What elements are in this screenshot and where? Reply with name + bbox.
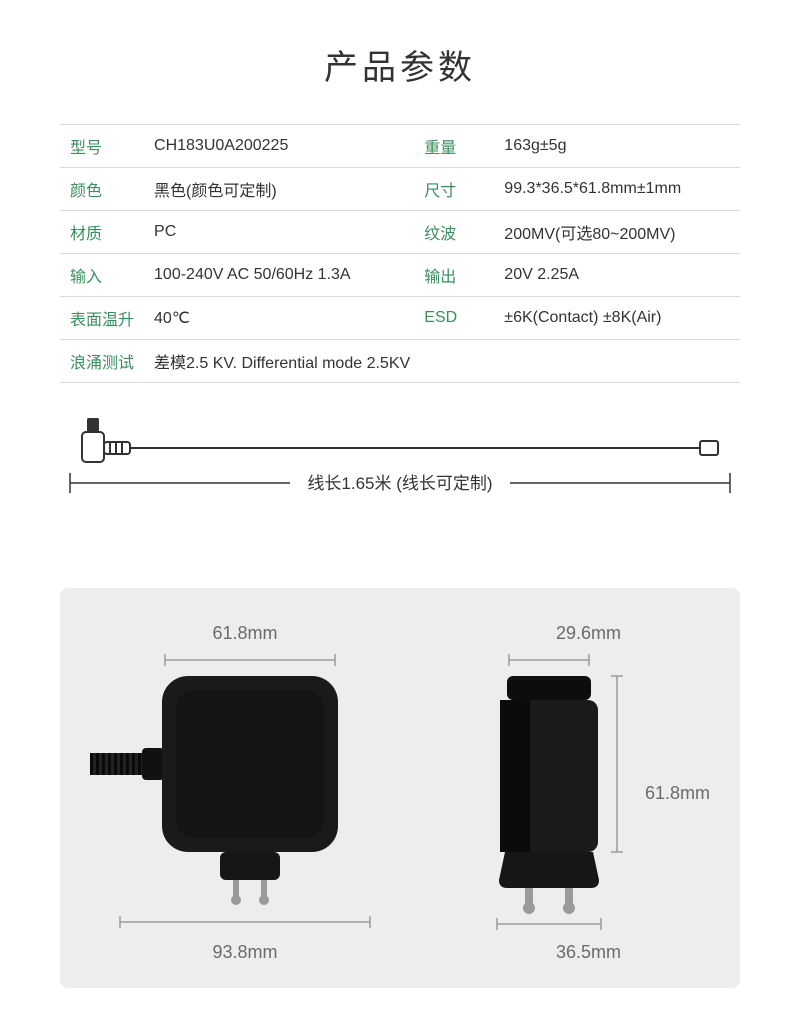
side-view-column: 29.6mm [467,623,710,963]
cable-diagram: 线长1.65米 (线长可定制) [60,418,740,548]
spec-value: CH183U0A200225 [144,125,414,168]
table-row: 输入 100-240V AC 50/60Hz 1.3A 输出 20V 2.25A [60,254,740,297]
spec-label: 颜色 [60,168,144,211]
spec-value: 20V 2.25A [494,254,740,297]
spec-label: 浪涌测试 [60,340,144,383]
front-view-column: 61.8mm [90,623,400,963]
photo-panel: 61.8mm [60,588,740,988]
spec-value: 163g±5g [494,125,740,168]
spec-value: 200MV(可选80~200MV) [494,211,740,254]
cable-svg: 线长1.65米 (线长可定制) [60,418,740,548]
spec-label: 重量 [414,125,494,168]
page-title: 产品参数 [60,40,740,89]
spec-label: 材质 [60,211,144,254]
spec-value: 黑色(颜色可定制) [144,168,414,211]
dim-top-side: 29.6mm [556,623,621,644]
side-adapter-svg [467,648,637,938]
spec-label: 表面温升 [60,297,144,340]
dim-right-side: 61.8mm [645,783,710,804]
spec-value: 100-240V AC 50/60Hz 1.3A [144,254,414,297]
spec-table: 型号 CH183U0A200225 重量 163g±5g 颜色 黑色(颜色可定制… [60,124,740,383]
table-row: 颜色 黑色(颜色可定制) 尺寸 99.3*36.5*61.8mm±1mm [60,168,740,211]
dim-bottom-front: 93.8mm [212,942,277,963]
table-row: 浪涌测试 差模2.5 KV. Differential mode 2.5KV [60,340,740,383]
dim-top-front: 61.8mm [212,623,277,644]
spec-value: ±6K(Contact) ±8K(Air) [494,297,740,340]
table-row: 表面温升 40℃ ESD ±6K(Contact) ±8K(Air) [60,297,740,340]
table-row: 材质 PC 纹波 200MV(可选80~200MV) [60,211,740,254]
spec-label: 纹波 [414,211,494,254]
spec-value: PC [144,211,414,254]
spec-label: 型号 [60,125,144,168]
cable-caption: 线长1.65米 (线长可定制) [307,474,492,493]
front-adapter-svg [90,648,400,938]
table-row: 型号 CH183U0A200225 重量 163g±5g [60,125,740,168]
spec-label: ESD [414,297,494,340]
spec-label: 输入 [60,254,144,297]
dim-bottom-side: 36.5mm [556,942,621,963]
spec-label: 输出 [414,254,494,297]
spec-value: 40℃ [144,297,414,340]
spec-label: 尺寸 [414,168,494,211]
spec-value: 差模2.5 KV. Differential mode 2.5KV [144,340,740,383]
spec-value: 99.3*36.5*61.8mm±1mm [494,168,740,211]
